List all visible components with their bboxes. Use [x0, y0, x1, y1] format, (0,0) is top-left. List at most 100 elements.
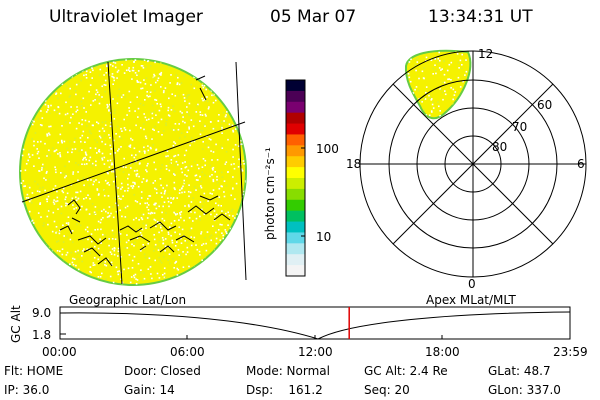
image-speckle	[198, 250, 201, 253]
image-speckle	[223, 180, 226, 182]
image-speckle	[130, 59, 133, 62]
image-speckle	[96, 188, 99, 190]
image-speckle	[37, 284, 40, 285]
image-speckle	[92, 183, 94, 186]
image-speckle	[140, 65, 143, 67]
image-speckle	[176, 82, 179, 84]
image-speckle	[112, 139, 115, 142]
image-speckle	[243, 93, 245, 95]
image-speckle	[188, 195, 190, 198]
image-speckle	[45, 87, 48, 90]
image-speckle	[240, 139, 242, 142]
image-speckle	[75, 83, 78, 86]
image-speckle	[228, 242, 231, 245]
image-speckle	[162, 239, 165, 241]
image-speckle	[137, 116, 139, 118]
image-speckle	[175, 261, 177, 263]
image-speckle	[94, 206, 97, 208]
image-speckle	[151, 104, 154, 107]
image-speckle	[39, 89, 41, 91]
image-speckle	[75, 196, 77, 198]
image-speckle	[440, 88, 442, 91]
lat-lon-grid	[21, 61, 247, 285]
image-speckle	[237, 166, 240, 168]
image-speckle	[118, 270, 120, 272]
image-speckle	[163, 276, 166, 279]
image-speckle	[161, 225, 163, 227]
image-speckle	[44, 103, 47, 106]
image-speckle	[212, 178, 215, 181]
image-speckle	[143, 79, 145, 81]
image-speckle	[77, 258, 79, 260]
image-speckle	[64, 64, 66, 66]
image-speckle	[100, 136, 102, 139]
image-speckle	[104, 90, 106, 93]
image-speckle	[135, 278, 137, 280]
image-speckle	[30, 220, 33, 223]
image-speckle	[141, 228, 144, 231]
image-speckle	[190, 227, 193, 230]
image-speckle	[52, 188, 55, 190]
image-speckle	[132, 185, 135, 188]
image-speckle	[214, 265, 217, 268]
image-speckle	[135, 283, 138, 285]
image-speckle	[199, 201, 202, 203]
image-speckle	[85, 153, 87, 155]
image-speckle	[84, 141, 86, 143]
image-speckle	[199, 120, 201, 122]
image-speckle	[200, 186, 203, 189]
image-speckle	[213, 219, 216, 222]
image-speckle	[125, 241, 128, 244]
image-speckle	[88, 213, 91, 215]
image-speckle	[64, 270, 66, 273]
image-speckle	[130, 167, 132, 169]
image-speckle	[40, 280, 42, 283]
image-speckle	[135, 175, 138, 177]
image-speckle	[101, 121, 104, 124]
image-speckle	[194, 174, 197, 177]
image-speckle	[44, 100, 47, 102]
image-speckle	[236, 257, 239, 260]
image-speckle	[76, 106, 78, 108]
image-speckle	[134, 273, 137, 276]
image-speckle	[200, 232, 202, 235]
image-speckle	[133, 181, 136, 184]
image-speckle	[155, 207, 158, 210]
image-speckle	[160, 62, 162, 64]
image-speckle	[181, 171, 183, 174]
longitude-line	[107, 61, 123, 285]
image-speckle	[70, 106, 72, 108]
image-speckle	[198, 167, 200, 170]
image-speckle	[208, 138, 211, 140]
image-speckle	[120, 256, 122, 258]
polar-caption: Apex MLat/MLT	[426, 293, 516, 307]
image-speckle	[425, 56, 428, 59]
image-speckle	[127, 69, 130, 71]
image-speckle	[81, 134, 84, 137]
image-speckle	[446, 69, 449, 72]
image-speckle	[207, 63, 209, 66]
image-speckle	[108, 244, 110, 247]
image-speckle	[59, 154, 61, 156]
image-speckle	[223, 210, 225, 213]
image-speckle	[113, 112, 116, 114]
image-speckle	[197, 179, 199, 181]
image-speckle	[108, 214, 111, 217]
image-speckle	[98, 150, 100, 152]
image-speckle	[71, 148, 74, 151]
image-speckle	[46, 133, 48, 135]
image-speckle	[177, 128, 180, 131]
image-speckle	[43, 166, 45, 168]
image-speckle	[93, 264, 96, 266]
image-speckle	[459, 59, 462, 62]
image-speckle	[179, 110, 182, 113]
image-speckle	[428, 94, 430, 97]
image-speckle	[65, 66, 68, 68]
image-speckle	[181, 112, 183, 114]
image-speckle	[167, 233, 170, 235]
image-speckle	[20, 182, 23, 184]
image-speckle	[73, 208, 75, 210]
image-speckle	[56, 200, 59, 202]
image-speckle	[61, 190, 64, 192]
image-speckle	[29, 248, 31, 251]
